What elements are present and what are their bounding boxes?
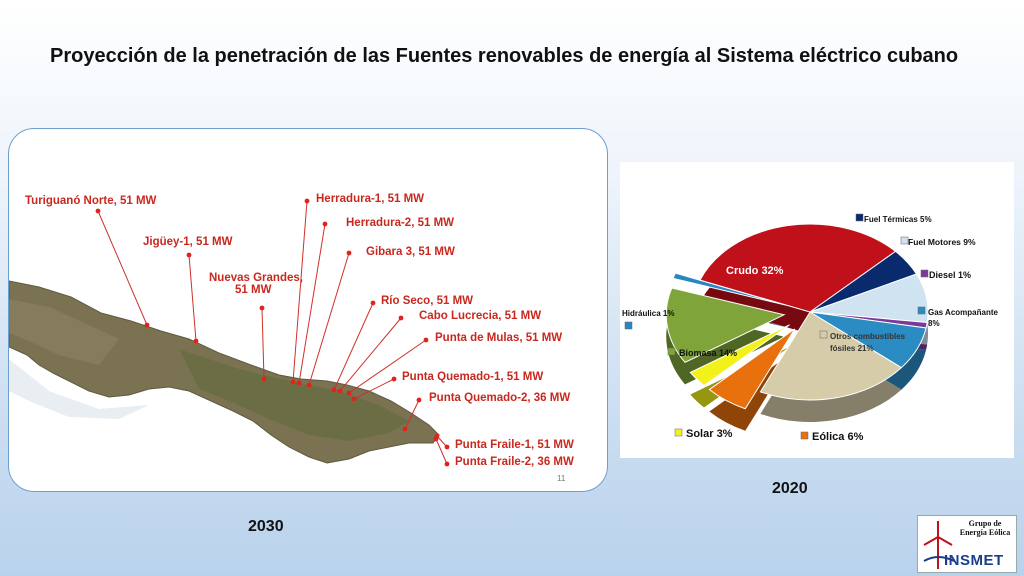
pie-slice-crudo (699, 223, 897, 313)
marker-eolica (800, 431, 809, 440)
leader-line-herradura-1 (292, 200, 308, 383)
map-label-punta-de-mulas: Punta de Mulas, 51 MW (435, 332, 562, 344)
chart-year-label: 2020 (772, 480, 808, 497)
map-label-punta-fraile-1: Punta Fraile-1, 51 MW (455, 439, 574, 451)
map-label-herradura-2: Herradura-2, 51 MW (346, 217, 454, 229)
label-dot-punta-de-mulas (423, 337, 429, 343)
label-fuel-motores: Fuel Motores 9% (908, 237, 976, 247)
label-fuel-termicas: Fuel Térmicas 5% (864, 215, 932, 224)
leader-line-punta-fraile-2 (435, 438, 448, 465)
map-label-nuevas-grandes: Nuevas Grandes, (209, 272, 303, 284)
map-label-turiguano-norte: Turiguanó Norte, 51 MW (25, 195, 157, 207)
label-dot-gibara-3 (346, 250, 352, 256)
label-dot-jiguey-1 (186, 252, 192, 258)
marker-fuel-motores (900, 236, 909, 245)
label-dot-herradura-2 (322, 221, 328, 227)
label-dot-nuevas-grandes (259, 305, 265, 311)
marker-gas-acompanante (917, 306, 926, 315)
site-marker-rio-seco (331, 387, 337, 393)
label-gas-acompanante: Gas Acompañante (928, 308, 998, 317)
map-year-label: 2030 (248, 518, 284, 535)
cuba-map: Turiguanó Norte, 51 MW Jigüey-1, 51 MW Nue… (9, 193, 574, 483)
marker-biomasa (667, 347, 676, 356)
map-label-rio-seco: Río Seco, 51 MW (381, 295, 473, 307)
label-hidraulica: Hidráulica 1% (622, 309, 674, 318)
leader-line-cabo-lucrecia (339, 317, 402, 392)
leader-line-punta-de-mulas (348, 339, 427, 394)
pie-slice-hidraulica (672, 272, 786, 306)
label-otros-fosiles-pct: fósiles 21% (830, 344, 874, 353)
insmet-logo: Grupo de Energía Eólica INSMET (917, 515, 1017, 573)
site-marker-nuevas-grandes (261, 376, 267, 382)
marker-solar (674, 428, 683, 437)
energy-mix-pie-chart: Crudo 32% Fuel Térmicas 5% Fuel Motores 9%… (622, 213, 998, 443)
site-marker-punta-quemado-2 (402, 426, 408, 432)
site-marker-herradura-1 (290, 379, 296, 385)
site-marker-punta-fraile-2 (433, 436, 439, 442)
site-marker-herradura-2 (296, 380, 302, 386)
map-label-nuevas-grandes: 51 MW (235, 284, 272, 296)
site-marker-punta-de-mulas (346, 390, 352, 396)
pie-slice-biomasa (665, 287, 786, 363)
label-dot-punta-quemado-1 (391, 376, 397, 382)
leader-line-punta-quemado-2 (404, 399, 420, 430)
pie-slice-solar (689, 324, 790, 387)
map-label-punta-quemado-1: Punta Quemado-1, 51 MW (402, 371, 543, 383)
map-label-herradura-1: Herradura-1, 51 MW (316, 193, 424, 205)
slide-title: Proyección de la penetración de las Fuen… (50, 45, 959, 67)
leader-line-punta-quemado-1 (353, 378, 395, 400)
label-dot-cabo-lucrecia (398, 315, 404, 321)
label-diesel: Diesel 1% (929, 270, 971, 280)
label-otros-fosiles: Otros combustibles (830, 332, 906, 341)
label-solar: Solar 3% (686, 428, 733, 440)
leader-line-gibara-3 (308, 252, 350, 386)
marker-fuel-termicas (855, 213, 864, 222)
site-marker-turiguano-norte (144, 322, 150, 328)
site-marker-cabo-lucrecia (337, 388, 343, 394)
marker-otros-fosiles (819, 330, 828, 339)
label-dot-turiguano-norte (95, 208, 101, 214)
label-dot-punta-quemado-2 (416, 397, 422, 403)
site-marker-punta-quemado-1 (351, 396, 357, 402)
leader-line-rio-seco (333, 302, 374, 391)
pie-slice-eolica (708, 328, 796, 410)
logo-group-text: Grupo de Energía Eólica (959, 519, 1011, 537)
map-label-jiguey-1: Jigüey-1, 51 MW (143, 236, 233, 248)
wind-farm-map-panel: Turiguanó Norte, 51 MW Jigüey-1, 51 MW Nue… (8, 128, 608, 492)
label-dot-punta-fraile-2 (444, 461, 450, 467)
cuba-green-tint (179, 349, 409, 441)
map-label-cabo-lucrecia: Cabo Lucrecia, 51 MW (419, 310, 541, 322)
leader-line-nuevas-grandes (261, 307, 265, 380)
wind-turbine-icon (923, 521, 955, 569)
map-label-gibara-3: Gibara 3, 51 MW (366, 246, 455, 258)
page-number: 11 (557, 474, 566, 483)
label-eolica: Eólica 6% (812, 431, 864, 443)
marker-hidraulica (624, 321, 633, 330)
map-label-punta-fraile-2: Punta Fraile-2, 36 MW (455, 456, 574, 468)
leader-line-herradura-2 (298, 223, 326, 384)
marker-diesel (920, 269, 929, 278)
map-label-punta-quemado-2: Punta Quemado-2, 36 MW (429, 392, 570, 404)
label-dot-rio-seco (370, 300, 376, 306)
label-gas-acompanante-pct: 8% (928, 319, 940, 328)
logo-name: INSMET (944, 552, 1004, 569)
label-crudo: Crudo 32% (726, 265, 784, 277)
leader-line-turiguano-norte (97, 210, 148, 326)
label-dot-herradura-1 (304, 198, 310, 204)
pie-chart-panel: Crudo 32% Fuel Térmicas 5% Fuel Motores 9%… (620, 162, 1014, 458)
pie-slice-otros-fosiles (759, 311, 903, 401)
site-marker-jiguey-1 (193, 338, 199, 344)
label-biomasa: Biomasa 14% (679, 348, 737, 358)
label-dot-punta-fraile-1 (444, 444, 450, 450)
site-marker-gibara-3 (306, 382, 312, 388)
sea-shadow (9, 359, 149, 419)
leader-line-punta-fraile-1 (436, 435, 448, 448)
cuba-west-tint (9, 299, 119, 365)
leader-line-jiguey-1 (188, 254, 197, 342)
